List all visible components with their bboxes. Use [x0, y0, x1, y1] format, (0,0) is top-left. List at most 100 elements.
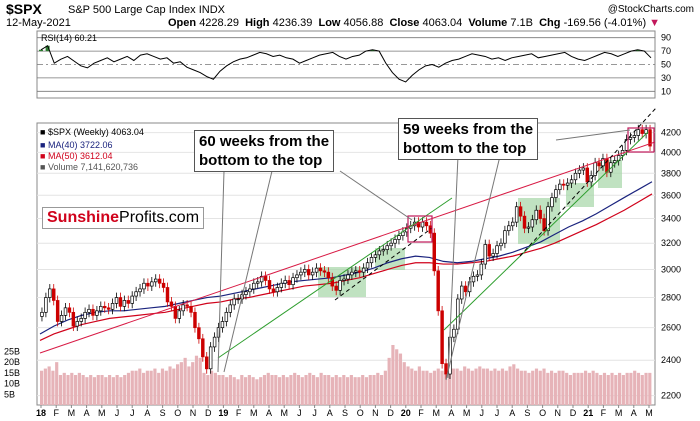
- legend-price: ■ $SPX (Weekly) 4063.04: [40, 127, 144, 137]
- volume-bar: [485, 368, 489, 405]
- candle-body: [456, 298, 460, 330]
- open-label: Open: [168, 17, 197, 29]
- volume-tick-10B: 10B: [4, 379, 20, 389]
- volume-bar: [92, 377, 97, 405]
- annotation-left-line2: bottom to the top: [199, 152, 323, 169]
- stockcharts-credit[interactable]: @StockCharts.com: [607, 4, 694, 15]
- candle-body: [558, 183, 562, 191]
- candle-body: [648, 129, 652, 147]
- x-tick-36: 21: [583, 408, 593, 418]
- volume-bar: [289, 375, 293, 405]
- x-tick-39: A: [631, 408, 637, 418]
- volume-bar: [179, 362, 183, 405]
- candle-body: [208, 346, 213, 370]
- volume-bar: [145, 370, 149, 405]
- volume-bar: [376, 372, 380, 405]
- volume-bar: [565, 372, 569, 405]
- x-tick-21: O: [357, 408, 364, 418]
- volume-bar: [410, 368, 414, 405]
- rsi-tick-90: 90: [661, 33, 671, 43]
- candle-body: [248, 288, 252, 293]
- candle-body: [59, 315, 64, 322]
- open-value: 4228.29: [199, 17, 239, 29]
- legend-price-label: $SPX (Weekly) 4063.04: [47, 127, 144, 137]
- volume-bar: [493, 368, 497, 405]
- legend-volume-swatch: ■: [40, 162, 46, 172]
- x-tick-27: A: [448, 408, 454, 418]
- volume-bar: [606, 375, 610, 405]
- volume-bar: [330, 377, 335, 405]
- candle-body: [432, 232, 436, 272]
- candle-body: [169, 301, 174, 307]
- volume-bar: [387, 357, 391, 405]
- candle-body: [518, 206, 523, 217]
- rally-line-2020: [443, 131, 649, 331]
- volume-bar: [580, 372, 584, 405]
- candle-body: [314, 267, 319, 273]
- x-tick-7: A: [144, 408, 150, 418]
- brand-part1: Sunshine: [47, 209, 120, 226]
- volume-bar: [62, 372, 66, 405]
- legend-volume-label: Volume 7,141,620,736: [47, 162, 139, 172]
- candle-body: [48, 288, 52, 298]
- volume-bar: [342, 375, 346, 405]
- volume-bar: [523, 370, 527, 405]
- candle-body: [511, 221, 515, 227]
- candle-body: [342, 278, 346, 281]
- price-panel: 2200 2400 2600 2800 3000 3200 3400 3600 3800 4000…: [4, 107, 681, 406]
- candle-body: [428, 225, 433, 234]
- volume-bar: [459, 370, 463, 405]
- volume-bar: [519, 370, 523, 405]
- volume-bar: [417, 366, 421, 405]
- candle-body: [565, 182, 570, 186]
- volume-bar: [293, 372, 297, 405]
- volume-bar: [421, 370, 425, 405]
- candle-body: [420, 221, 425, 228]
- candle-body: [91, 308, 95, 316]
- candle-body: [67, 307, 72, 313]
- volume-bar: [259, 377, 263, 405]
- down-arrow-icon: ▼: [649, 17, 661, 29]
- volume-bar: [115, 375, 119, 405]
- dashed-trend-2019: [334, 227, 433, 301]
- x-tick-8: S: [160, 408, 166, 418]
- x-tick-19: A: [327, 408, 333, 418]
- candle-body: [542, 218, 546, 232]
- candle-body: [110, 303, 115, 310]
- candle-body: [522, 215, 527, 229]
- candle-body: [381, 249, 385, 252]
- volume-bar: [425, 370, 429, 405]
- ohlc-readout: Open 4228.29 High 4236.39 Low 4056.88 Cl…: [168, 17, 660, 29]
- volume-bar: [357, 377, 361, 405]
- volume-bar: [432, 370, 437, 405]
- candle-body: [216, 327, 221, 338]
- candle-body: [130, 295, 134, 304]
- volume-bar: [221, 375, 225, 405]
- candle-body: [475, 274, 480, 277]
- chg-label: Chg: [539, 17, 561, 29]
- volume-tick-20B: 20B: [4, 357, 20, 367]
- volume-bar: [512, 364, 516, 405]
- volume-bar: [202, 372, 206, 405]
- exchange-label: INDX: [198, 4, 225, 16]
- x-tick-13: F: [236, 408, 242, 418]
- x-axis: 18 F M A M J J A S O N D 19 F M A M J J A S O N D 20 F M A M J J A S O N D 2…: [36, 405, 653, 418]
- candle-body: [99, 305, 103, 312]
- rsi-tick-50: 50: [661, 60, 671, 70]
- volume-bar: [602, 372, 607, 405]
- volume-bar: [296, 375, 301, 405]
- volume-bar: [300, 377, 304, 405]
- volume-bar: [595, 372, 599, 405]
- volume-bar: [130, 370, 134, 405]
- candle-body: [44, 297, 48, 313]
- volume-bar: [308, 372, 312, 405]
- candle-body: [416, 221, 421, 228]
- volume-bar: [81, 375, 85, 405]
- volume-bar: [187, 366, 191, 405]
- volume-bar: [463, 366, 467, 405]
- chart-date: 12-May-2021: [6, 17, 71, 29]
- callout-line-2: [339, 170, 413, 221]
- candle-body: [271, 288, 276, 293]
- legend-ma50-label: MA(50) 3612.04: [47, 151, 113, 161]
- callout-line-1: [223, 170, 273, 373]
